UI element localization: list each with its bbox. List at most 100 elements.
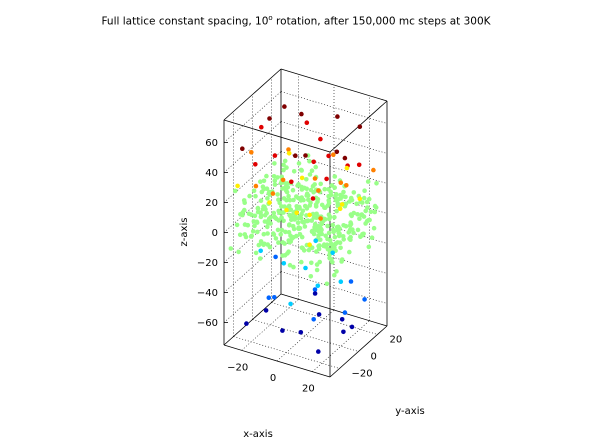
data-point	[366, 244, 372, 250]
data-point	[242, 207, 247, 213]
data-point	[322, 217, 328, 222]
data-point	[281, 162, 286, 168]
data-point	[338, 245, 343, 251]
data-point	[360, 232, 365, 237]
data-point	[317, 243, 322, 248]
data-point	[259, 124, 264, 130]
data-point	[332, 272, 337, 278]
z-tick-label: 60	[205, 138, 218, 149]
data-point	[364, 199, 370, 205]
grid-line	[223, 121, 282, 173]
grid-line	[276, 309, 335, 362]
data-point	[335, 228, 340, 233]
data-point	[335, 114, 340, 119]
data-point	[272, 215, 278, 220]
data-point	[273, 236, 279, 241]
data-point	[291, 235, 296, 240]
data-point	[281, 167, 286, 173]
data-point	[367, 217, 372, 223]
data-point	[361, 195, 367, 201]
x-tick-label: 20	[302, 384, 315, 395]
data-point	[244, 321, 249, 326]
data-point	[307, 203, 313, 208]
data-point	[288, 207, 294, 212]
data-point	[264, 186, 270, 191]
data-point	[278, 232, 284, 237]
data-point	[268, 215, 273, 220]
data-point	[249, 233, 254, 239]
data-point	[256, 242, 262, 248]
data-point	[357, 124, 363, 129]
data-point	[354, 201, 359, 207]
data-point	[294, 194, 299, 199]
data-point	[287, 262, 293, 268]
data-point	[253, 162, 258, 167]
z-axis-label: z-axis	[179, 218, 190, 247]
data-point	[304, 177, 309, 182]
data-point	[318, 136, 323, 142]
data-point	[290, 223, 296, 229]
data-point	[336, 196, 341, 202]
data-point	[315, 197, 321, 202]
data-point	[343, 223, 349, 229]
data-point	[264, 173, 269, 179]
data-point	[311, 159, 317, 165]
data-point	[282, 104, 287, 109]
data-point	[339, 202, 345, 207]
data-point	[261, 178, 267, 184]
data-point	[296, 161, 302, 166]
data-point	[312, 291, 318, 296]
data-point	[262, 219, 268, 224]
data-point	[338, 279, 344, 285]
data-point	[314, 262, 320, 267]
data-point	[235, 183, 240, 189]
data-point	[262, 241, 267, 247]
grid-line	[271, 302, 378, 335]
data-point	[279, 204, 284, 209]
data-point	[266, 295, 272, 301]
data-point	[304, 120, 310, 125]
data-point	[255, 205, 261, 211]
data-point	[284, 207, 289, 213]
data-point	[291, 264, 296, 270]
data-point	[286, 151, 292, 156]
data-point	[332, 234, 338, 240]
data-point	[336, 233, 342, 239]
data-point	[299, 245, 305, 250]
grid-line	[223, 151, 282, 203]
box-edge	[223, 68, 282, 121]
data-point	[327, 238, 333, 243]
data-point	[237, 232, 243, 238]
data-point	[322, 205, 327, 210]
data-point	[328, 189, 334, 195]
data-point	[250, 229, 256, 234]
grid-line	[223, 211, 282, 263]
data-point	[334, 269, 339, 274]
data-point	[330, 260, 335, 265]
data-point	[288, 301, 293, 307]
data-point	[287, 197, 293, 203]
data-point	[271, 232, 277, 237]
data-point	[301, 197, 306, 203]
data-point	[294, 204, 300, 209]
data-point	[280, 177, 286, 183]
data-point	[357, 216, 362, 221]
data-point	[258, 179, 263, 184]
data-point	[286, 203, 292, 209]
data-point	[339, 317, 345, 322]
data-point	[266, 191, 272, 196]
data-point	[299, 111, 304, 117]
data-point	[348, 195, 354, 201]
data-point	[284, 189, 290, 195]
data-point	[309, 218, 315, 223]
data-point	[280, 240, 286, 245]
data-point	[369, 235, 375, 240]
data-point	[314, 249, 319, 254]
data-point	[318, 216, 323, 221]
z-tick-label: −40	[197, 288, 218, 299]
data-point	[255, 229, 260, 235]
data-point	[314, 215, 319, 220]
data-point	[265, 231, 270, 236]
data-point	[283, 229, 288, 235]
